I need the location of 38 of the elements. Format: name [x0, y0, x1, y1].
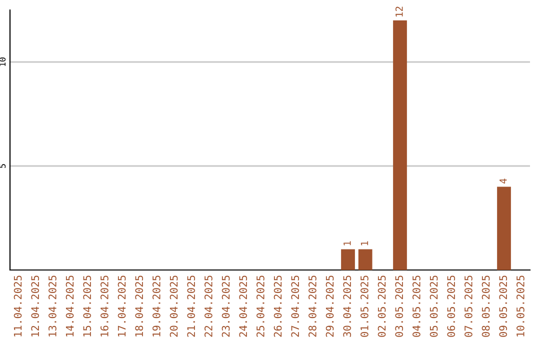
x-tick-label: 10.05.2025 [516, 276, 524, 336]
x-tick-label: 04.05.2025 [412, 276, 420, 337]
x-tick-label: 16.04.2025 [100, 276, 108, 336]
x-tick-label: 11.04.2025 [14, 276, 22, 336]
bar [341, 249, 355, 270]
x-tick-label: 02.05.2025 [378, 276, 386, 337]
x-tick-label: 12.04.2025 [31, 276, 40, 336]
data-label: 1 [344, 241, 351, 246]
x-tick-label: 05.05.2025 [430, 276, 438, 337]
x-tick-label: 06.05.2025 [447, 276, 456, 337]
x-tick-label: 08.05.2025 [482, 276, 490, 337]
x-tick-label: 18.04.2025 [135, 276, 144, 336]
x-tick-label: 09.05.2025 [499, 276, 508, 337]
x-tick-label: 26.04.2025 [274, 276, 282, 337]
x-tick-label: 22.04.2025 [204, 276, 212, 337]
x-tick-label: 28.04.2025 [308, 276, 316, 337]
data-label: 1 [360, 241, 368, 246]
x-tick-label: 13.04.2025 [48, 276, 56, 336]
data-label: 12 [395, 6, 403, 16]
x-tick-label: 23.04.2025 [222, 276, 230, 337]
x-tick-label: 07.05.2025 [464, 276, 472, 337]
x-tick-label: 30.04.2025 [343, 276, 352, 337]
x-tick-label: 24.04.2025 [239, 276, 248, 337]
x-tick-label: 03.05.2025 [395, 276, 404, 337]
bar [358, 249, 372, 270]
x-tick-label: 17.04.2025 [118, 276, 126, 336]
data-label: 4 [500, 178, 507, 184]
x-tick-label: 01.05.2025 [360, 276, 368, 337]
x-tick-label: 25.04.2025 [256, 276, 264, 337]
bar [497, 186, 511, 270]
x-tick-label: 21.04.2025 [187, 276, 196, 337]
x-tick-label: 19.04.2025 [152, 276, 160, 336]
x-tick-label: 27.04.2025 [291, 276, 300, 337]
bar [393, 20, 407, 270]
x-tick-label: 20.04.2025 [170, 276, 178, 337]
x-tick-label: 15.04.2025 [83, 276, 92, 336]
x-tick-label: 29.04.2025 [326, 276, 334, 337]
x-tick-label: 14.04.2025 [66, 276, 74, 336]
